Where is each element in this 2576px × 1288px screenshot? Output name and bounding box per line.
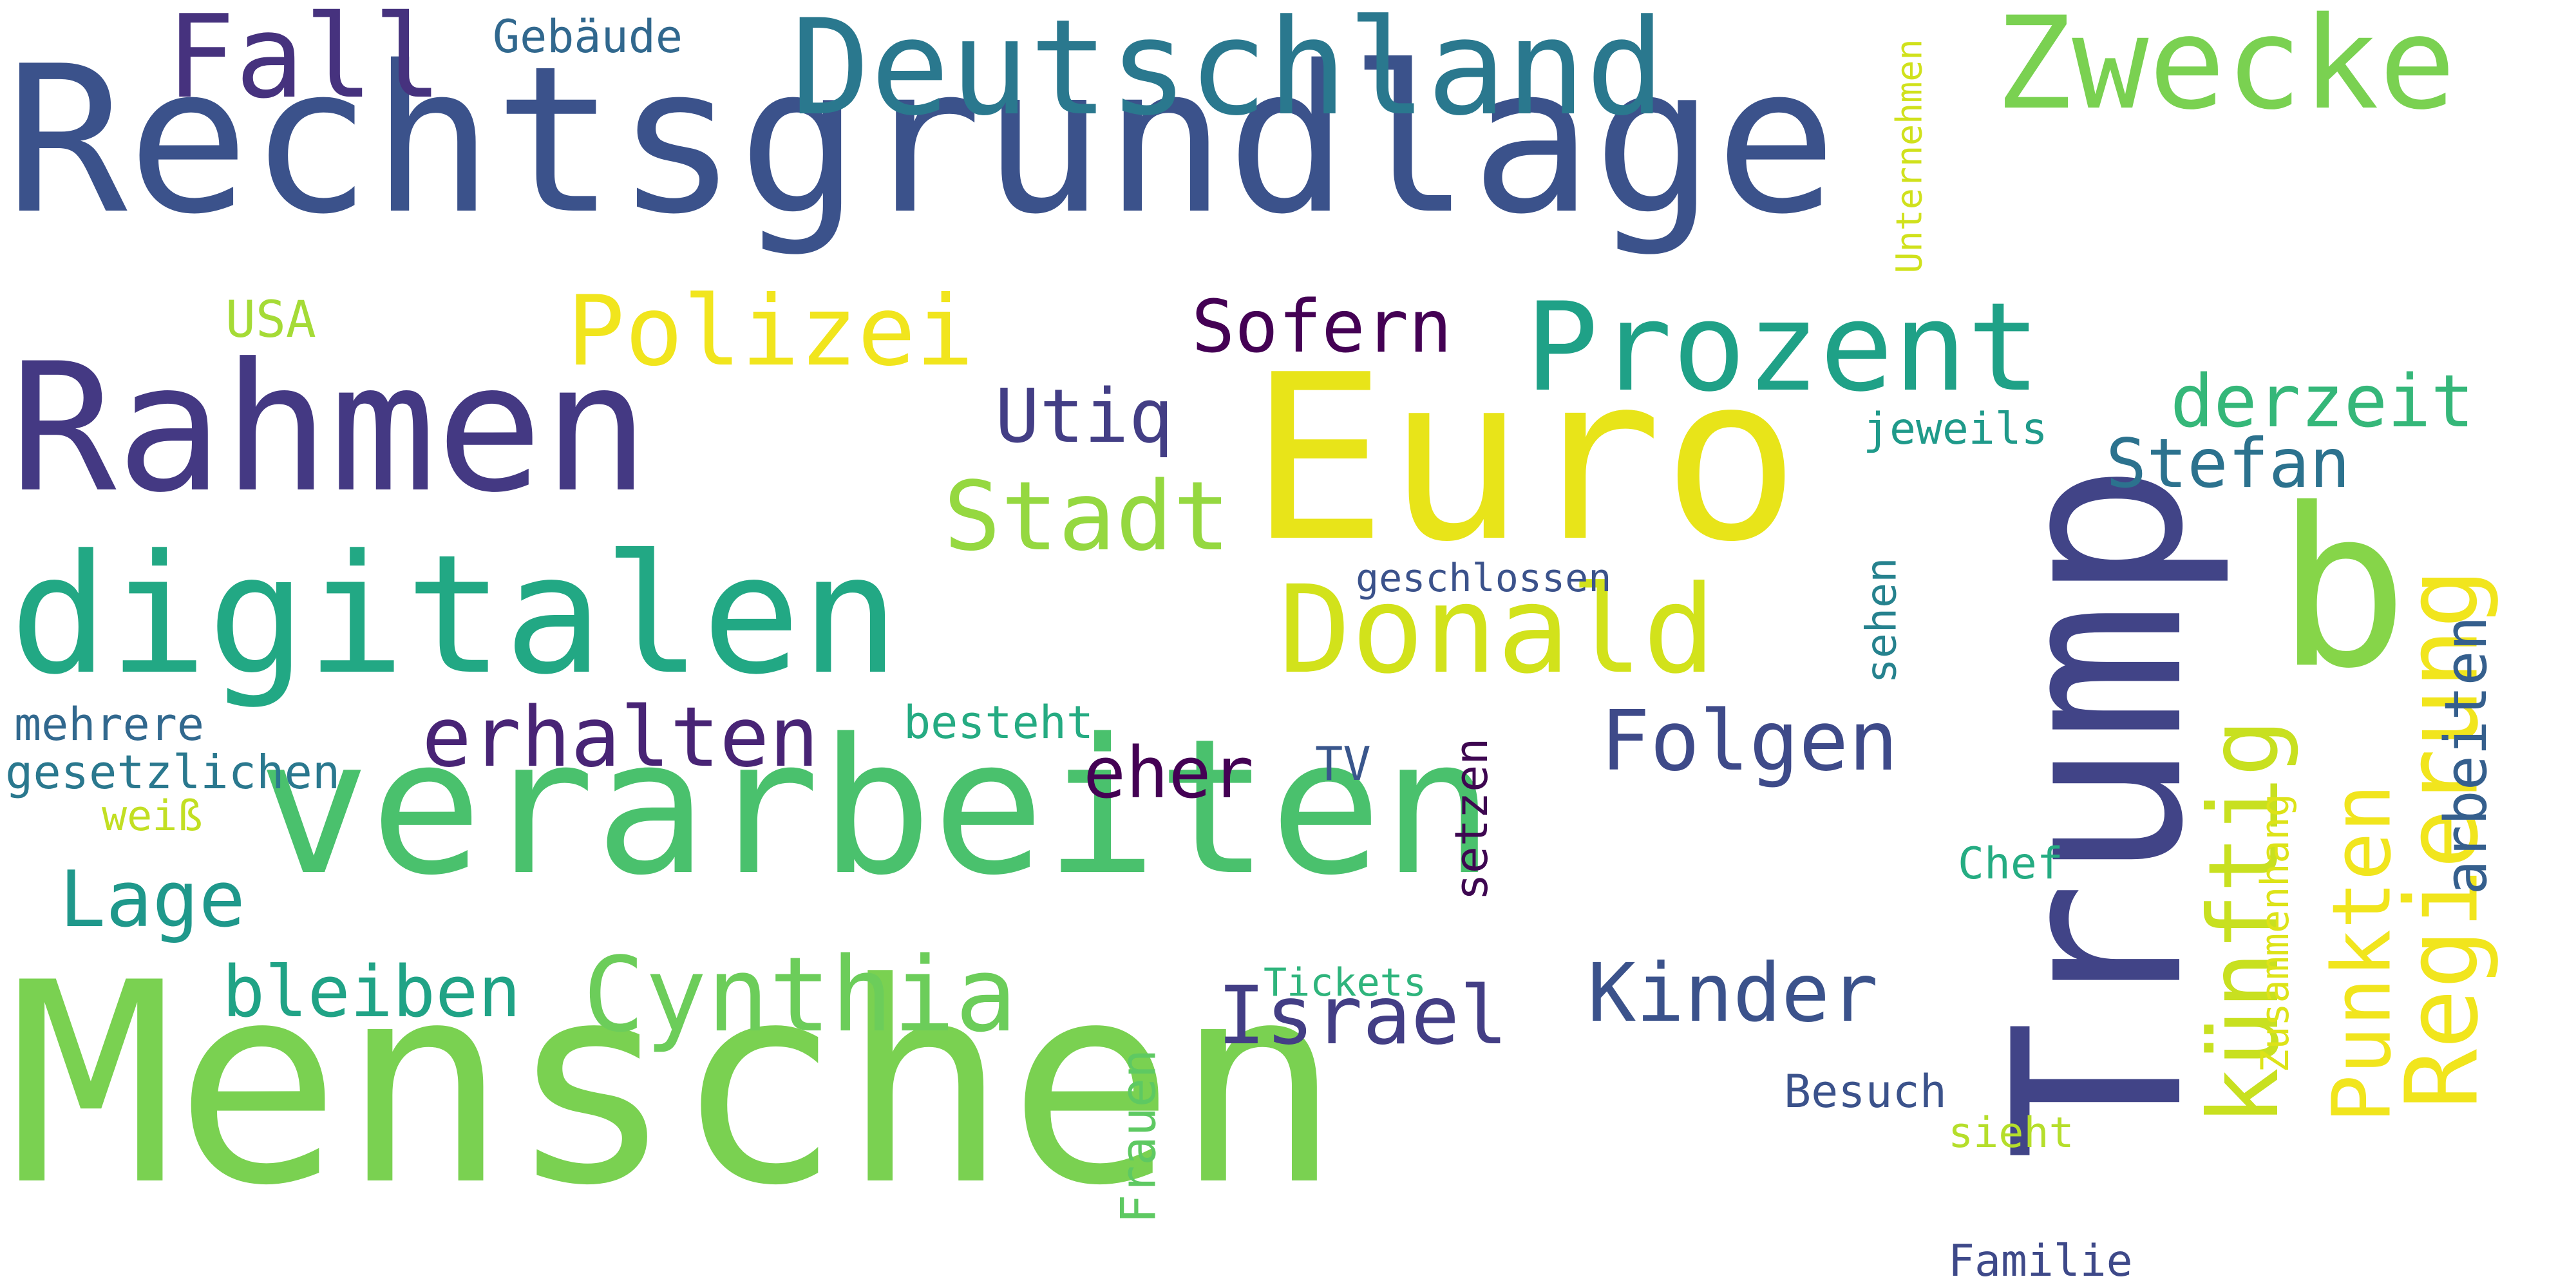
word-menschen: Menschen (8, 924, 1342, 1246)
word-kinder: Kinder (1587, 947, 1879, 1040)
word-folgen: Folgen (1600, 694, 1899, 790)
word-setzen: setzen (1445, 737, 1498, 901)
word-rechtsgrundlage: Rechtsgrundlage (5, 23, 1837, 259)
word-euro: Euro (1249, 325, 1800, 592)
word-israel: Israel (1217, 969, 1508, 1063)
word-prozent: Prozent (1525, 276, 2041, 419)
word-b: b (2277, 462, 2409, 717)
word-zusammenhang: Zusammenhang (2253, 793, 2298, 1073)
word-donald: Donald (1278, 560, 1716, 701)
word-eher: eher (1083, 732, 1254, 814)
word-erhalten: erhalten (422, 690, 819, 786)
word-digitalen: digitalen (10, 520, 900, 711)
word-verarbeiten: verarbeiten (258, 699, 1495, 916)
word-zwecke: Zwecke (1995, 0, 2456, 138)
word-tickets: Tickets (1264, 960, 1426, 1005)
word-stefan: Stefan (2106, 424, 2351, 503)
word-polizei: Polizei (567, 276, 974, 388)
word-besuch: Besuch (1784, 1065, 1947, 1118)
word-unternehmen: Unternehmen (1888, 39, 1930, 274)
word-tv: TV (1315, 737, 1371, 791)
word-geschlossen: geschlossen (1356, 556, 1612, 601)
word-utiq: Utiq (995, 374, 1173, 460)
word-familie: Familie (1948, 1236, 2133, 1287)
word-gebaeude: Gebäude (493, 10, 683, 63)
word-cynthia: Cynthia (583, 934, 1018, 1055)
word-chef: Chef (1958, 838, 2063, 889)
word-lage: Lage (59, 855, 245, 945)
word-weiss: weiß (102, 792, 203, 840)
word-punkten: Punkten (2315, 784, 2409, 1123)
word-usa: USA (225, 291, 316, 349)
word-deutschland: Deutschland (791, 0, 1665, 145)
word-stadt: Stadt (943, 461, 1231, 572)
word-arbeiten: arbeiten (2432, 616, 2500, 895)
word-frauen: Frauen (1110, 1049, 1167, 1224)
word-derzeit: derzeit (2170, 360, 2475, 444)
word-mehrere: mehrere (14, 698, 205, 751)
word-besteht: besteht (904, 696, 1094, 749)
word-jeweils: jeweils (1863, 404, 2048, 455)
word-fall: Fall (166, 0, 442, 124)
word-bleiben: bleiben (222, 951, 521, 1033)
word-sehen: sehen (1857, 557, 1906, 684)
word-rahmen: Rahmen (10, 325, 650, 531)
word-gesetzlichen: gesetzlichen (5, 745, 341, 799)
word-sieht: sieht (1948, 1109, 2074, 1157)
word-sofern: Sofern (1191, 285, 1452, 369)
